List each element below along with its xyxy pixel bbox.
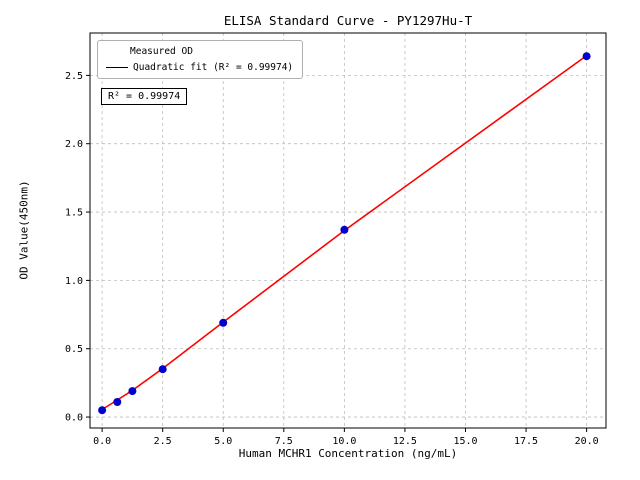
legend: Measured OD Quadratic fit (R² = 0.99974)	[97, 40, 304, 79]
svg-text:15.0: 15.0	[453, 436, 477, 447]
legend-label-measured-od: Measured OD	[130, 46, 193, 57]
r-squared-annotation: R² = 0.99974	[101, 88, 188, 105]
svg-text:12.5: 12.5	[393, 436, 417, 447]
svg-text:5.0: 5.0	[214, 436, 232, 447]
legend-item-measured-od: Measured OD	[105, 46, 293, 57]
svg-text:2.5: 2.5	[154, 436, 172, 447]
line-swatch-icon	[106, 67, 128, 68]
svg-text:20.0: 20.0	[575, 436, 599, 447]
svg-text:1.0: 1.0	[65, 276, 83, 287]
svg-text:7.5: 7.5	[275, 436, 293, 447]
scatter-marker-icon	[112, 48, 120, 56]
svg-text:2.0: 2.0	[65, 139, 83, 150]
x-axis-label: Human MCHR1 Concentration (ng/mL)	[238, 447, 458, 460]
legend-label-quadratic-fit: Quadratic fit (R² = 0.99974)	[133, 62, 294, 73]
svg-text:0.5: 0.5	[65, 344, 83, 355]
svg-text:17.5: 17.5	[514, 436, 538, 447]
legend-item-quadratic-fit: Quadratic fit (R² = 0.99974)	[105, 62, 293, 73]
svg-text:10.0: 10.0	[332, 436, 356, 447]
y-axis-label: OD Value(450nm)	[17, 180, 31, 280]
chart-title: ELISA Standard Curve - PY1297Hu-T	[223, 13, 473, 28]
svg-text:0.0: 0.0	[93, 436, 111, 447]
svg-text:1.5: 1.5	[65, 208, 83, 219]
svg-text:0.0: 0.0	[65, 413, 83, 424]
svg-text:2.5: 2.5	[65, 71, 83, 82]
